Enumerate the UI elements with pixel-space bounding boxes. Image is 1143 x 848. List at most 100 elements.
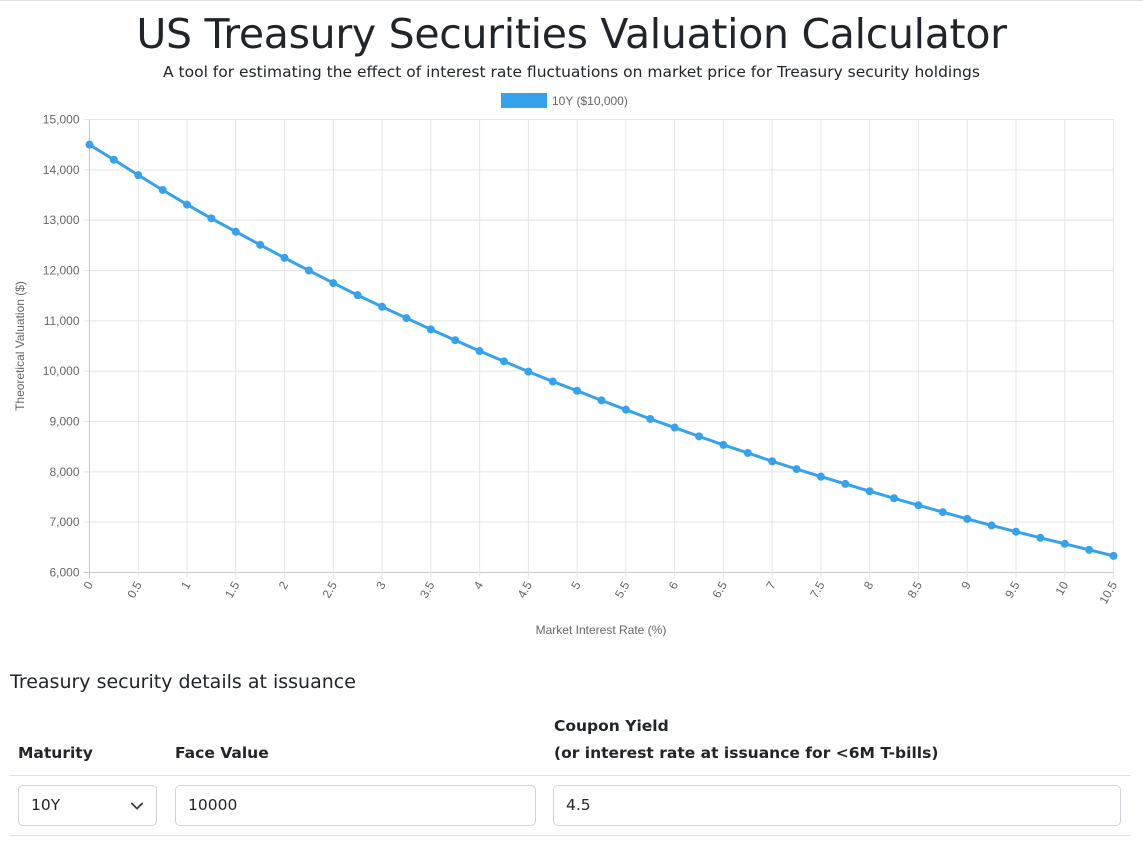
data-point[interactable] [719,440,728,449]
data-point[interactable] [378,302,387,311]
x-tick-label: 3 [373,579,389,592]
data-point[interactable] [816,472,825,481]
page-subtitle: A tool for estimating the effect of inte… [163,63,980,81]
data-point[interactable] [1011,527,1020,536]
coupon-yield-header-line1: Coupon Yield [554,717,669,735]
x-tick-label: 4.5 [514,579,535,601]
maturity-select[interactable]: 10Y [18,785,157,826]
x-tick-label: 8 [861,579,877,592]
x-axis-ticks: 0 0.5 1 1.5 2 2.5 3 3.5 4 4.5 5 5.5 6 6.5 7 7.5 8 8.5 9 9.5… [81,579,1121,607]
data-point[interactable] [524,367,533,376]
data-point[interactable] [963,514,972,523]
data-point[interactable] [207,214,216,223]
data-point[interactable] [158,185,167,194]
y-tick-label: 6,000 [49,566,79,580]
data-point[interactable] [231,227,240,236]
coupon-yield-header: Coupon Yield (or interest rate at issuan… [554,713,938,767]
data-point[interactable] [548,377,557,386]
data-point[interactable] [183,200,192,209]
data-point[interactable] [134,171,143,180]
y-tick-label: 15,000 [43,113,80,127]
data-point[interactable] [573,386,582,395]
y-tick-label: 11,000 [44,314,80,328]
x-tick-label: 0.5 [124,579,145,601]
data-point[interactable] [865,487,874,496]
data-point[interactable] [426,325,435,334]
x-tick-label: 0 [81,579,97,592]
x-axis-label: Market Interest Rate (%) [536,623,667,637]
x-tick-label: 4 [471,579,487,592]
x-tick-label: 8.5 [905,579,926,601]
data-point[interactable] [1109,551,1118,560]
y-tick-label: 10,000 [43,364,80,378]
table-header-divider [10,775,1131,776]
data-point[interactable] [670,423,679,432]
data-point[interactable] [85,140,94,149]
x-tick-label: 6.5 [710,579,731,601]
x-tick-label: 9.5 [1002,579,1023,601]
data-point[interactable] [841,479,850,488]
data-point[interactable] [1036,533,1045,542]
data-point[interactable] [280,253,289,262]
x-tick-label: 3.5 [417,579,438,601]
x-tick-label: 5 [568,579,584,592]
data-point[interactable] [768,457,777,466]
y-tick-label: 13,000 [43,213,80,227]
x-tick-label: 2.5 [319,579,340,601]
series-points [85,140,1118,560]
y-tick-label: 14,000 [43,163,80,177]
chart-gridlines [83,119,1114,579]
y-tick-label: 12,000 [43,264,80,278]
data-point[interactable] [499,357,508,366]
data-point[interactable] [695,432,704,441]
x-tick-label: 2 [276,579,292,592]
data-point[interactable] [109,155,118,164]
data-point[interactable] [646,414,655,423]
series-line-layer [88,143,1114,558]
y-tick-label: 8,000 [49,465,79,479]
coupon-yield-header-line2: (or interest rate at issuance for <6M T-… [554,744,939,762]
data-point[interactable] [451,336,460,345]
data-point[interactable] [475,347,484,356]
x-tick-label: 6 [666,579,682,592]
valuation-chart: 15,000 14,000 13,000 12,000 11,000 10,000 9,00… [13,93,1121,637]
chevron-down-icon [130,802,144,809]
series-line [88,143,1114,558]
legend-label: 10Y ($10,000) [552,94,628,108]
x-tick-label: 1.5 [222,579,243,601]
data-point[interactable] [1085,545,1094,554]
chart-legend[interactable]: 10Y ($10,000) [501,93,628,108]
coupon-yield-input[interactable]: 4.5 [553,785,1121,826]
y-axis-label: Theoretical Valuation ($) [13,281,27,411]
data-point[interactable] [597,396,606,405]
x-tick-label: 10.5 [1096,579,1120,607]
data-point[interactable] [914,501,923,510]
details-heading: Treasury security details at issuance [10,671,356,693]
x-tick-label: 5.5 [612,579,633,601]
data-point[interactable] [304,266,313,275]
y-axis-ticks: 15,000 14,000 13,000 12,000 11,000 10,000 9,00… [43,113,80,580]
x-tick-label: 10 [1053,579,1072,598]
data-point[interactable] [353,291,362,300]
x-tick-label: 7 [763,579,779,592]
x-tick-label: 9 [958,579,974,592]
top-divider [0,0,1143,1]
data-point[interactable] [938,508,947,517]
data-point[interactable] [743,448,752,457]
maturity-header: Maturity [18,744,93,762]
maturity-select-value: 10Y [31,796,61,814]
x-tick-label: 7.5 [807,579,828,601]
data-point[interactable] [890,494,899,503]
face-value-header: Face Value [175,744,269,762]
page-title: US Treasury Securities Valuation Calcula… [136,10,1007,58]
y-tick-label: 7,000 [49,515,79,529]
data-point[interactable] [256,240,265,249]
data-point[interactable] [1060,539,1069,548]
face-value-input[interactable]: 10000 [175,785,536,826]
data-point[interactable] [621,405,630,414]
data-point[interactable] [987,521,996,530]
data-point[interactable] [792,465,801,474]
data-point[interactable] [329,279,338,288]
legend-swatch [501,93,547,108]
data-point[interactable] [402,314,411,323]
